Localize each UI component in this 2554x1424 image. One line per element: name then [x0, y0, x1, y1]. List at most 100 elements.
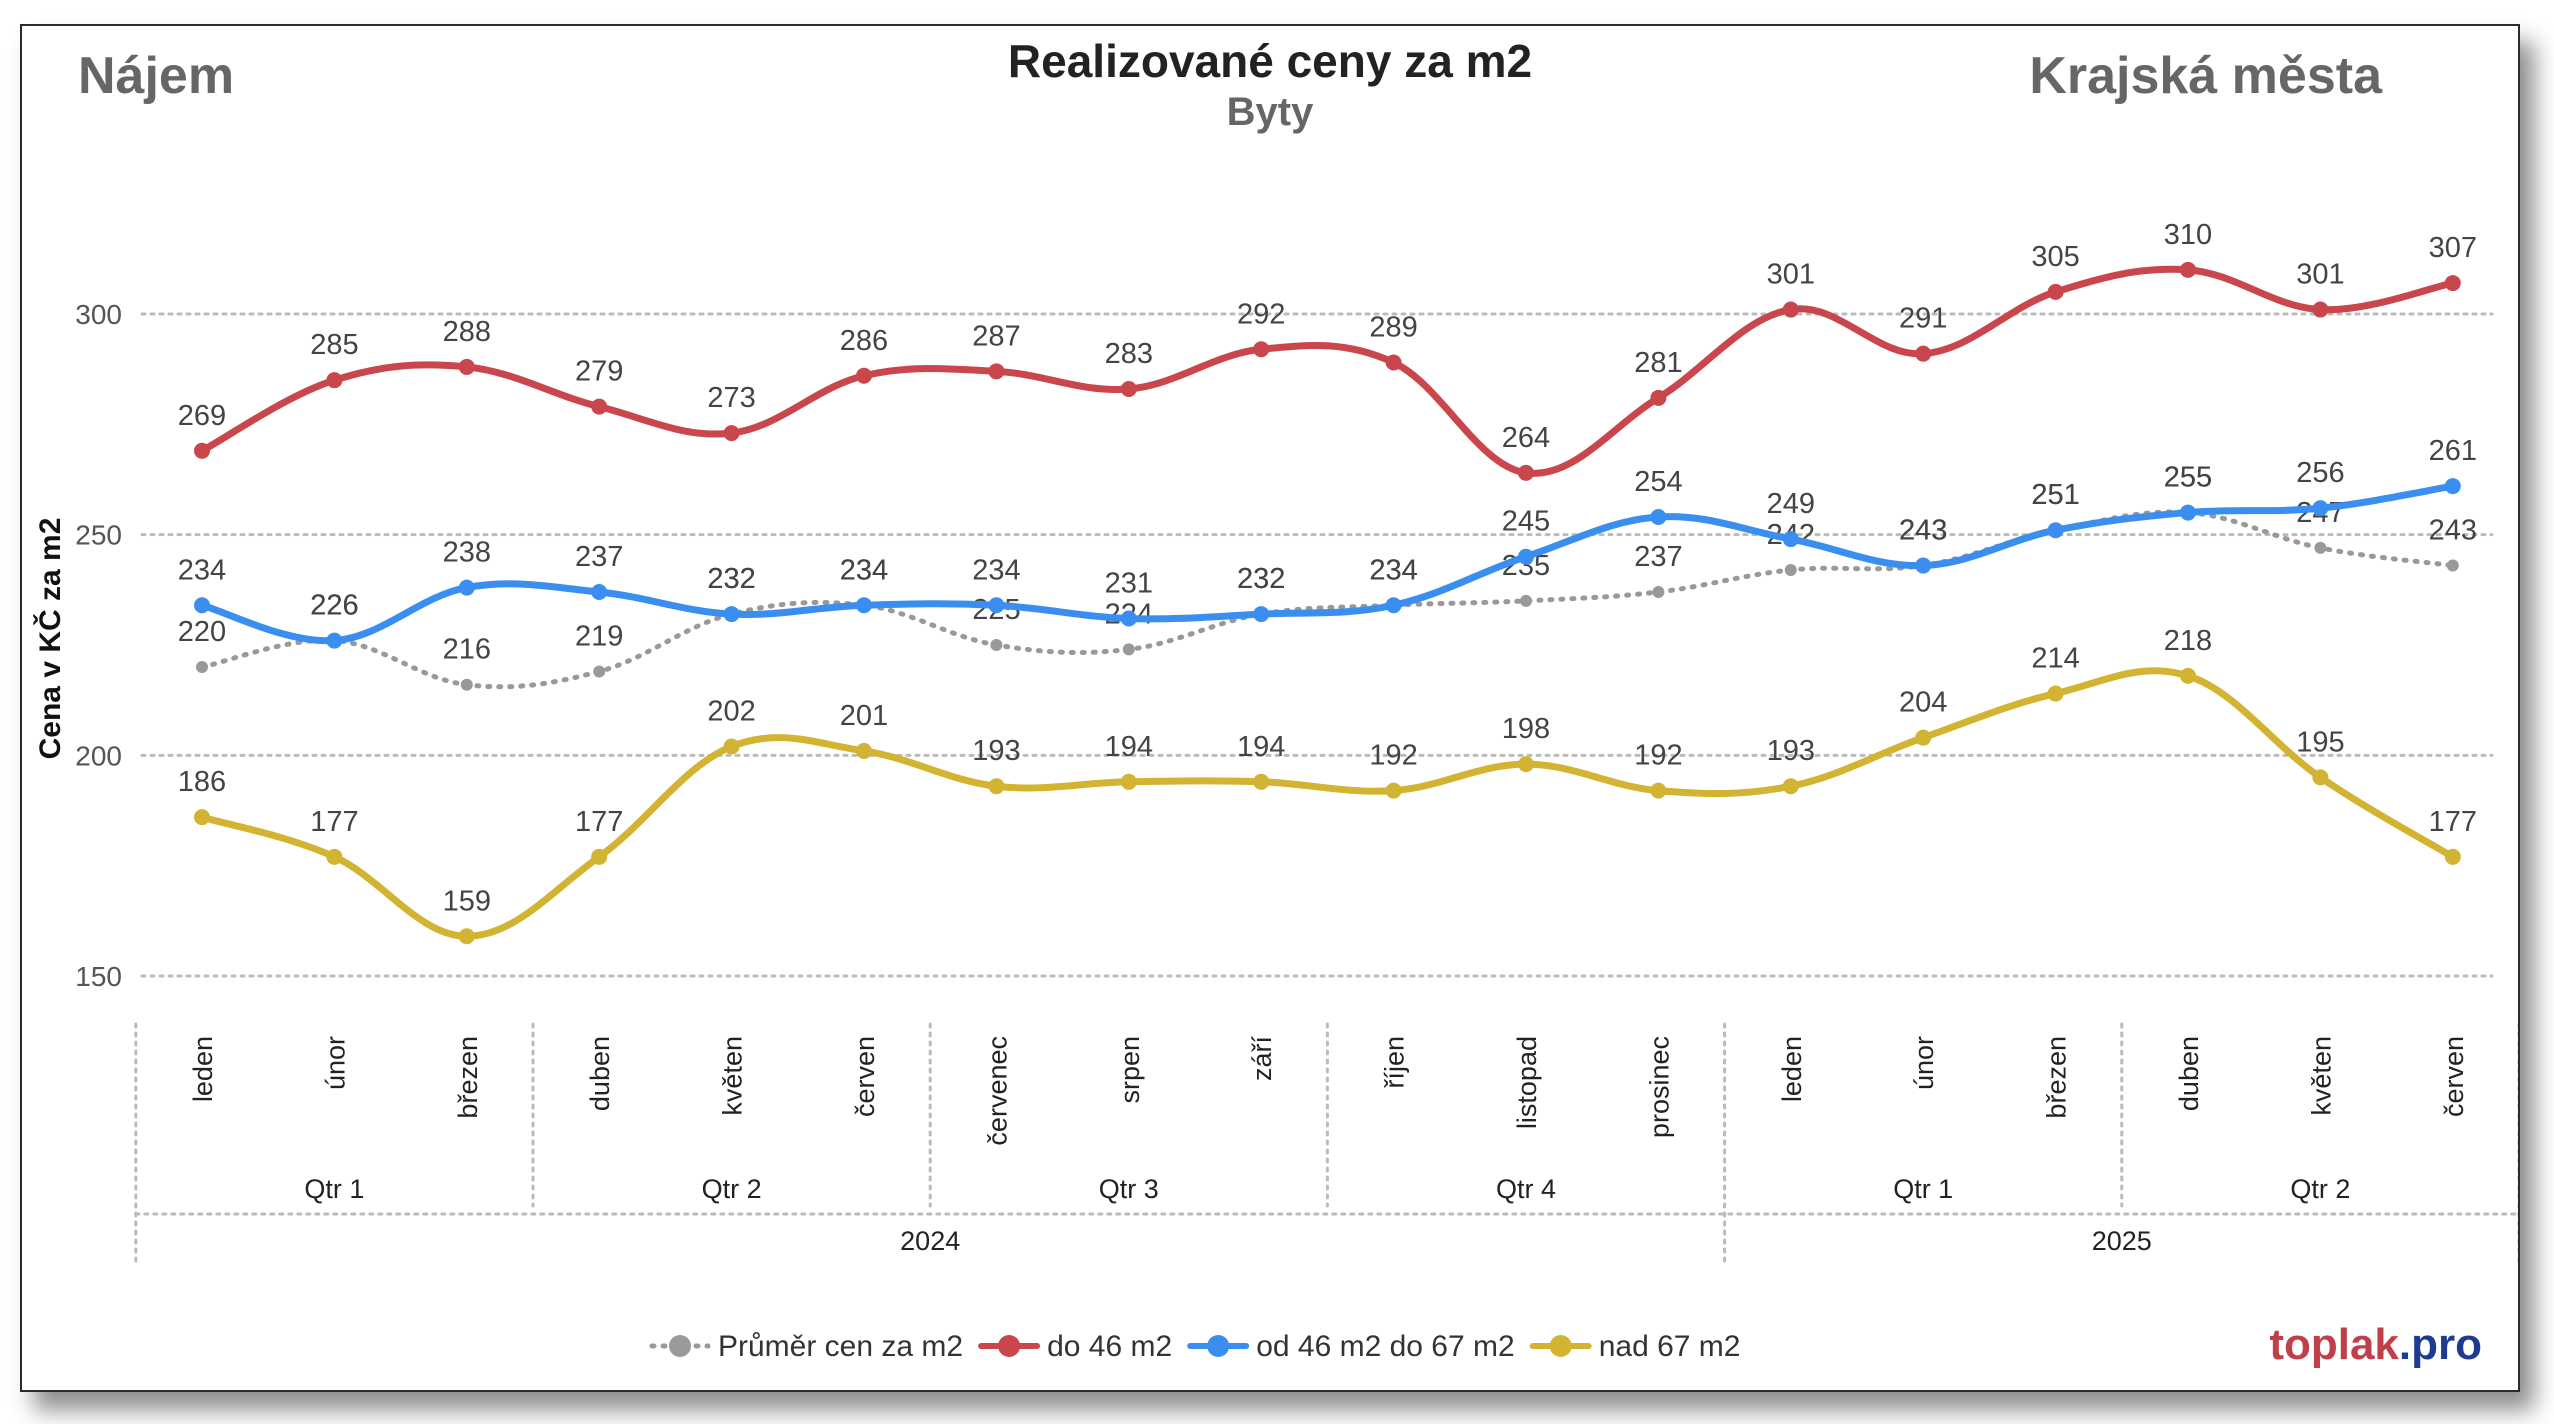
data-point-small — [1385, 354, 1402, 371]
data-point-avg — [1784, 563, 1797, 576]
brand-logo[interactable]: toplak.pro — [2269, 1320, 2482, 1370]
data-point-medium — [2444, 478, 2461, 495]
data-point-small — [2444, 275, 2461, 292]
data-point-medium — [988, 597, 1005, 614]
data-point-small — [458, 358, 475, 375]
line-chart: 150 200 250 300 Cena v KČ za m2 leden únor břez… — [33, 219, 2518, 1363]
data-label-medium: 234 — [1369, 554, 1417, 586]
data-point-medium — [856, 597, 872, 614]
x-quarter-label: Qtr 4 — [1496, 1174, 1556, 1204]
data-point-small — [2180, 261, 2196, 278]
x-month-label: září — [1247, 1036, 1277, 1082]
x-month-label: srpen — [1115, 1036, 1145, 1104]
y-tick-label: 150 — [75, 961, 122, 992]
data-point-large — [1650, 782, 1667, 799]
data-label-avg: 255 — [2164, 462, 2212, 494]
data-label-large: 177 — [2429, 806, 2477, 838]
data-label-large: 194 — [1237, 731, 1285, 763]
data-point-small — [326, 372, 343, 389]
data-point-large — [591, 848, 608, 865]
data-label-medium: 245 — [1502, 506, 1550, 538]
data-label-large: 192 — [1634, 740, 1682, 772]
data-point-medium — [2047, 522, 2064, 539]
data-label-medium: 232 — [707, 563, 755, 595]
x-year-label: 2024 — [900, 1226, 960, 1256]
legend-marker-large — [1549, 1335, 1572, 1357]
data-label-medium: 234 — [178, 554, 226, 586]
data-point-medium — [326, 632, 343, 649]
data-label-small: 310 — [2164, 219, 2212, 251]
data-label-large: 177 — [310, 806, 358, 838]
x-quarter-label: Qtr 2 — [702, 1174, 762, 1204]
data-label-small: 288 — [443, 316, 491, 348]
data-label-medium: 232 — [1237, 563, 1285, 595]
title-block: Realizované ceny za m2 Byty — [22, 34, 2518, 135]
data-label-large: 198 — [1502, 713, 1550, 745]
y-tick-label: 200 — [75, 740, 122, 771]
data-label-large: 218 — [2164, 625, 2212, 657]
data-point-large — [1120, 773, 1137, 790]
data-point-medium — [1120, 610, 1137, 627]
data-label-avg: 234 — [1369, 554, 1417, 586]
data-point-avg — [2446, 559, 2459, 572]
data-label-large: 201 — [840, 700, 888, 732]
data-point-large — [856, 742, 872, 759]
legend-marker-small — [998, 1335, 1021, 1357]
data-label-small: 283 — [1105, 338, 1153, 370]
legend-label-large: nad 67 m2 — [1599, 1330, 1741, 1363]
data-label-large: 193 — [972, 735, 1020, 767]
data-point-small — [591, 398, 608, 415]
data-point-avg — [1122, 643, 1135, 656]
data-label-avg: 226 — [310, 590, 358, 622]
x-month-label: březen — [2042, 1036, 2072, 1119]
data-label-large: 195 — [2296, 726, 2344, 758]
data-label-small: 269 — [178, 400, 226, 432]
data-label-avg: 232 — [707, 563, 755, 595]
x-month-label: březen — [453, 1036, 483, 1119]
data-label-medium: 256 — [2296, 457, 2344, 489]
x-month-label: červenec — [982, 1036, 1012, 1146]
data-label-large: 214 — [2031, 643, 2079, 675]
data-label-small: 287 — [972, 320, 1020, 352]
data-label-medium: 231 — [1105, 568, 1153, 600]
data-point-medium — [1650, 508, 1667, 525]
data-point-medium — [2180, 504, 2196, 521]
chart-subtitle: Byty — [1226, 90, 1314, 134]
data-label-avg: 251 — [2031, 479, 2079, 511]
brand-tld: .pro — [2398, 1320, 2482, 1369]
data-label-medium: 234 — [840, 554, 888, 586]
data-label-avg: 216 — [443, 634, 491, 666]
legend-label-small: do 46 m2 — [1047, 1330, 1172, 1363]
data-label-small: 286 — [840, 325, 888, 357]
data-point-large — [2047, 685, 2064, 702]
data-label-small: 273 — [707, 382, 755, 414]
data-label-medium: 243 — [1899, 515, 1947, 547]
data-point-avg — [593, 665, 606, 678]
data-label-avg: 234 — [840, 554, 888, 586]
x-month-label: listopad — [1512, 1036, 1542, 1129]
x-year-label: 2025 — [2092, 1226, 2152, 1256]
data-label-avg: 243 — [1899, 515, 1947, 547]
x-month-label: duben — [2174, 1036, 2204, 1111]
series-line-large — [198, 667, 2457, 940]
data-point-large — [2312, 769, 2329, 786]
data-label-small: 289 — [1369, 312, 1417, 344]
data-point-small — [1518, 464, 1534, 481]
data-label-medium: 261 — [2429, 435, 2477, 467]
x-month-label: květen — [718, 1036, 748, 1116]
data-point-medium — [1253, 606, 1270, 623]
x-month-label: únor — [1909, 1036, 1939, 1090]
y-tick-label: 300 — [75, 299, 122, 330]
series-line-avg — [199, 509, 2456, 690]
x-month-label: květen — [2306, 1036, 2336, 1116]
data-point-small — [1253, 341, 1270, 358]
data-point-medium — [723, 606, 740, 623]
data-label-small: 301 — [2296, 259, 2344, 291]
data-point-small — [856, 367, 872, 384]
data-label-large: 177 — [575, 806, 623, 838]
rent-label: Nájem — [78, 47, 235, 105]
data-point-medium — [1385, 597, 1402, 614]
data-label-small: 305 — [2031, 241, 2079, 273]
data-point-large — [2180, 667, 2196, 684]
data-label-large: 202 — [707, 695, 755, 727]
